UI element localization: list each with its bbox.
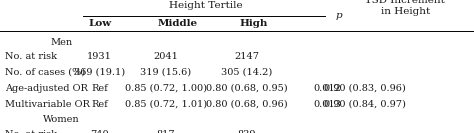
Text: 369 (19.1): 369 (19.1) — [74, 68, 125, 77]
Text: 0.013: 0.013 — [313, 100, 341, 109]
Text: 319 (15.6): 319 (15.6) — [140, 68, 191, 77]
Text: 1SD Increment
in Height: 1SD Increment in Height — [365, 0, 445, 16]
Text: Ref: Ref — [91, 84, 108, 93]
Text: 0.85 (0.72, 1.01): 0.85 (0.72, 1.01) — [125, 100, 207, 109]
Text: Women: Women — [43, 115, 80, 124]
Text: p: p — [336, 11, 342, 20]
Text: 305 (14.2): 305 (14.2) — [221, 68, 272, 77]
Text: Men: Men — [51, 38, 73, 47]
Text: Middle: Middle — [158, 19, 198, 28]
Text: No. at risk: No. at risk — [5, 52, 57, 61]
Text: Age-adjusted OR: Age-adjusted OR — [5, 84, 88, 93]
Text: 0.90 (0.83, 0.96): 0.90 (0.83, 0.96) — [324, 84, 406, 93]
Text: No. of cases (%): No. of cases (%) — [5, 68, 85, 77]
Text: 0.80 (0.68, 0.95): 0.80 (0.68, 0.95) — [206, 84, 287, 93]
Text: Multivariable OR: Multivariable OR — [5, 100, 90, 109]
Text: High: High — [239, 19, 268, 28]
Text: 0.90 (0.84, 0.97): 0.90 (0.84, 0.97) — [324, 100, 406, 109]
Text: Ref: Ref — [91, 100, 108, 109]
Text: 740: 740 — [90, 130, 109, 133]
Text: 0.80 (0.68, 0.96): 0.80 (0.68, 0.96) — [206, 100, 287, 109]
Text: Height Tertile: Height Tertile — [169, 1, 243, 11]
Text: 0.85 (0.72, 1.00): 0.85 (0.72, 1.00) — [125, 84, 207, 93]
Text: 2041: 2041 — [154, 52, 178, 61]
Text: 0.012: 0.012 — [313, 84, 341, 93]
Text: Low: Low — [88, 19, 111, 28]
Text: 839: 839 — [237, 130, 256, 133]
Text: 817: 817 — [156, 130, 175, 133]
Text: 1931: 1931 — [87, 52, 112, 61]
Text: No. at risk: No. at risk — [5, 130, 57, 133]
Text: 2147: 2147 — [234, 52, 259, 61]
